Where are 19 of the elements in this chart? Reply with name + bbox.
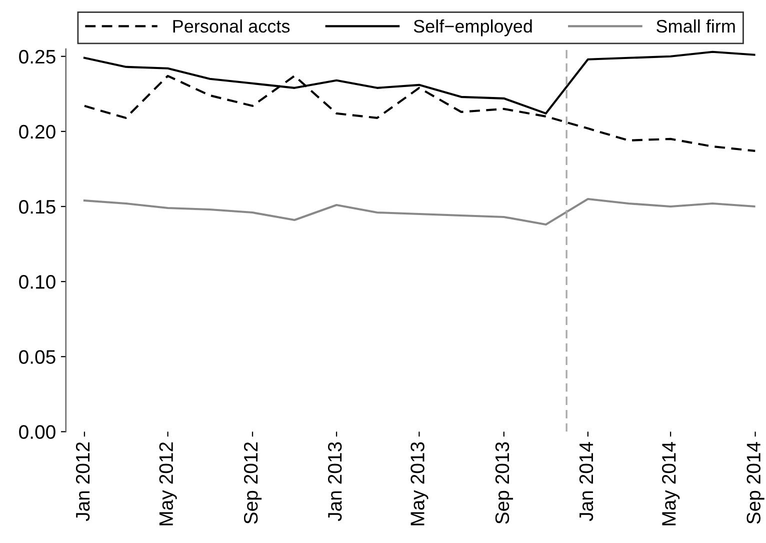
legend-label: Small firm: [656, 19, 735, 33]
x-tick-label: Jan 2013: [328, 442, 342, 522]
y-tick-label: 0.00: [19, 425, 56, 439]
x-tick-label: Sep 2012: [244, 442, 262, 524]
y-tick-label: 0.10: [19, 275, 56, 289]
y-tick-label: 0.20: [19, 124, 56, 139]
x-tick-label: Sep 2013: [495, 442, 513, 524]
y-tick-label: 0.15: [19, 200, 56, 214]
x-tick-label: May 2014: [662, 442, 680, 526]
x-tick-label: Jan 2014: [579, 442, 594, 522]
x-tick-label: Jan 2012: [76, 442, 90, 522]
x-tick-label: May 2013: [410, 442, 428, 526]
legend-label: Personal accts: [173, 19, 290, 33]
x-tick-label: May 2012: [159, 442, 177, 526]
x-tick-label: Sep 2014: [746, 442, 764, 524]
legend-label: Self−employed: [414, 19, 532, 36]
line-series: [83, 198, 756, 226]
y-tick-label: 0.05: [19, 350, 56, 364]
y-tick-label: 0.25: [19, 50, 56, 64]
